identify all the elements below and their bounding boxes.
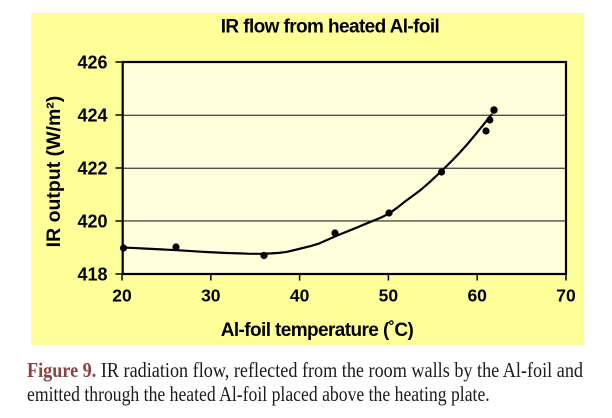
svg-text:420: 420 [77,211,107,231]
svg-text:60: 60 [467,286,487,306]
svg-text:IR flow from heated Al-foil: IR flow from heated Al-foil [221,17,439,38]
svg-text:20: 20 [112,286,132,306]
svg-text:418: 418 [77,264,107,284]
svg-text:426: 426 [77,52,107,72]
svg-text:30: 30 [201,286,221,306]
svg-text:422: 422 [77,158,107,178]
svg-text:50: 50 [379,286,399,306]
svg-text:Al-foil temperature (˚C): Al-foil temperature (˚C) [221,320,414,341]
svg-text:IR output (W/m²): IR output (W/m²) [43,96,65,248]
svg-text:424: 424 [77,105,107,125]
svg-text:70: 70 [556,286,576,306]
svg-text:40: 40 [290,286,310,306]
